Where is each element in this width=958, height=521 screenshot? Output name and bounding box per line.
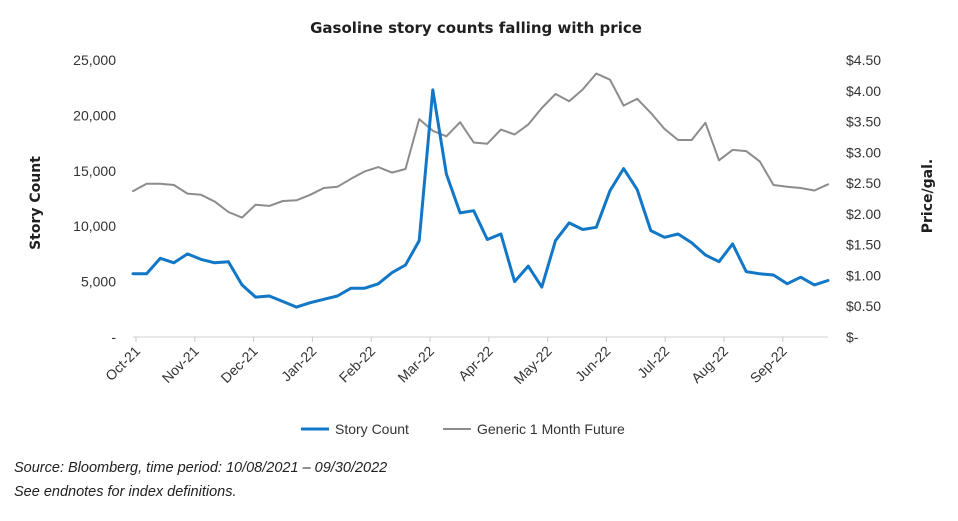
x-axis-ticks: Oct-21 Nov-21 Dec-21 Jan-22 Feb-22 Mar-22 Apr-… — [102, 337, 790, 387]
y2-tick-label: $2.50 — [846, 175, 881, 191]
x-tick-label: Nov-21 — [159, 343, 202, 386]
y2-tick-label: $1.50 — [846, 237, 881, 253]
x-tick-label: May-22 — [510, 343, 554, 387]
x-tick-label: Oct-21 — [102, 343, 143, 384]
y-axis-ticks: - 5,000 10,000 15,000 20,000 25,000 — [73, 52, 116, 345]
y2-tick-label: $4.50 — [846, 52, 881, 68]
series-layer — [131, 72, 830, 309]
x-tick-label: Apr-22 — [455, 343, 496, 384]
legend-label-story-count: Story Count — [335, 421, 409, 437]
y2-tick-label: $1.00 — [846, 267, 881, 283]
y2-tick-label: $2.00 — [846, 206, 881, 222]
x-tick-label: Sep-22 — [747, 343, 790, 386]
legend-label-generic-future: Generic 1 Month Future — [477, 421, 625, 437]
y2-tick-label: $4.00 — [846, 83, 881, 99]
y2-tick-label: $3.00 — [846, 144, 881, 160]
y2-tick-label: $- — [846, 329, 859, 345]
series-line-generic-future — [132, 72, 829, 219]
chart-title: Gasoline story counts falling with price — [310, 19, 642, 37]
endnotes-note: See endnotes for index definitions. — [14, 484, 237, 500]
x-tick-label: Aug-22 — [688, 343, 731, 386]
y2-tick-label: $0.50 — [846, 298, 881, 314]
y2-tick-label: $3.50 — [846, 114, 881, 130]
source-note: Source: Bloomberg, time period: 10/08/20… — [14, 460, 388, 476]
y-axis-title: Story Count — [28, 156, 44, 250]
y-tick-label: - — [111, 329, 116, 345]
x-tick-label: Dec-21 — [217, 343, 260, 386]
y-tick-label: 15,000 — [73, 163, 116, 179]
y2-axis-title: Price/gal. — [920, 159, 936, 233]
x-tick-label: Mar-22 — [394, 343, 437, 386]
series-line-story-count — [131, 88, 830, 309]
y-tick-label: 25,000 — [73, 52, 116, 68]
y-tick-label: 20,000 — [73, 107, 116, 123]
y-tick-label: 5,000 — [81, 274, 116, 290]
y2-axis-ticks: $- $0.50 $1.00 $1.50 $2.00 $2.50 $3.00 $3.50 $4.… — [846, 52, 881, 345]
x-tick-label: Jul-22 — [634, 343, 672, 381]
x-tick-label: Jan-22 — [278, 343, 320, 385]
x-tick-label: Feb-22 — [336, 343, 379, 386]
y-tick-label: 10,000 — [73, 218, 116, 234]
x-tick-label: Jun-22 — [572, 343, 614, 385]
legend: Story Count Generic 1 Month Future — [301, 421, 625, 437]
